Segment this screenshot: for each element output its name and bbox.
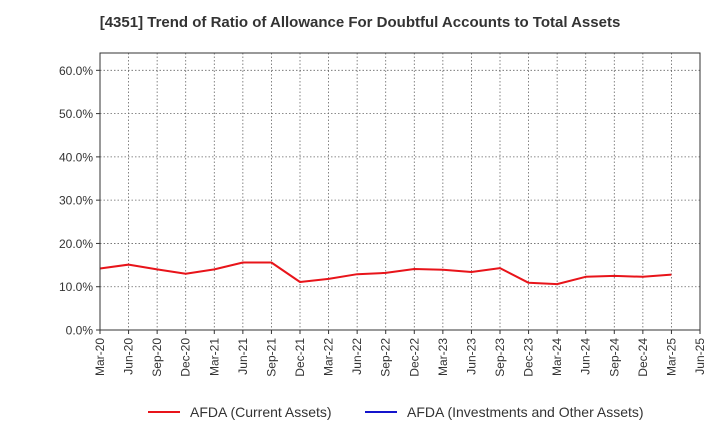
y-axis: 0.0% 10.0% 20.0% 30.0% 40.0% 50.0% 60.0% (59, 64, 100, 338)
chart-title: [4351] Trend of Ratio of Allowance For D… (99, 14, 621, 31)
legend-swatch-investments (365, 411, 397, 413)
x-tick-label: Sep-21 (264, 338, 278, 377)
legend-label-investments: AFDA (Investments and Other Assets) (407, 404, 644, 420)
legend-item-investments: AFDA (Investments and Other Assets) (365, 404, 644, 420)
legend-swatch-current-assets (148, 411, 180, 413)
plot-area (99, 52, 701, 331)
series-lines (99, 261, 672, 286)
x-tick-label: Jun-23 (464, 338, 478, 375)
y-tick-label: 10.0% (59, 280, 93, 294)
x-tick-label: Mar-23 (436, 338, 450, 376)
x-tick-label: Mar-20 (93, 338, 107, 376)
x-tick-label: Dec-21 (293, 338, 307, 377)
x-tick-label: Sep-23 (493, 338, 507, 377)
x-tick-label: Jun-25 (693, 338, 707, 375)
legend-item-current-assets: AFDA (Current Assets) (148, 404, 332, 420)
x-tick-label: Mar-21 (207, 338, 221, 376)
x-tick-label: Sep-20 (150, 338, 164, 377)
y-tick-label: 30.0% (59, 194, 93, 208)
x-tick-label: Dec-24 (636, 338, 650, 377)
x-tick-label: Sep-24 (607, 338, 621, 377)
x-tick-label: Dec-22 (407, 338, 421, 377)
series-line-0 (99, 261, 672, 286)
y-tick-label: 40.0% (59, 150, 93, 164)
x-axis: Mar-20 Jun-20 Sep-20 Dec-20 Mar-21 Jun-21 Sep-… (93, 330, 707, 377)
x-tick-label: Mar-22 (322, 338, 336, 376)
x-tick-label: Dec-20 (179, 338, 193, 377)
x-tick-label: Jun-24 (579, 338, 593, 375)
y-tick-label: 0.0% (66, 324, 94, 338)
x-tick-label: Jun-20 (122, 338, 136, 375)
grid-lines (100, 53, 700, 331)
x-tick-label: Sep-22 (379, 338, 393, 377)
legend-label-current-assets: AFDA (Current Assets) (190, 404, 332, 420)
y-tick-label: 20.0% (59, 237, 93, 251)
x-tick-label: Jun-21 (236, 338, 250, 375)
legend: AFDA (Current Assets) AFDA (Investments … (0, 404, 720, 424)
x-tick-label: Mar-25 (664, 338, 678, 376)
x-tick-label: Jun-22 (350, 338, 364, 375)
y-tick-label: 50.0% (59, 107, 93, 121)
x-tick-label: Mar-24 (550, 338, 564, 376)
x-tick-label: Dec-23 (522, 338, 536, 377)
y-tick-label: 60.0% (59, 64, 93, 78)
